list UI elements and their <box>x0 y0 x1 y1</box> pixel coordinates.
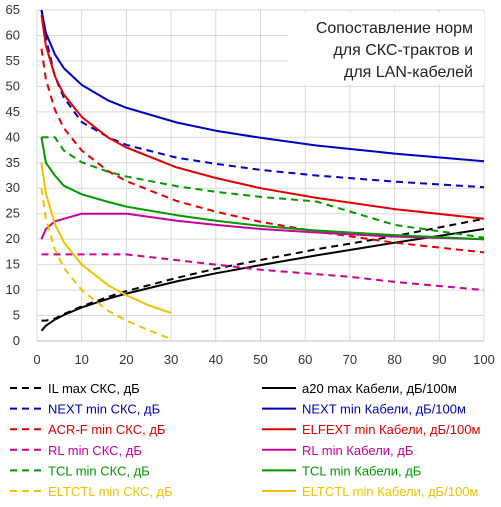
series-line-5 <box>40 14 485 220</box>
legend-label-11: ELTCTL min Кабели, дБ/100м <box>302 484 479 499</box>
x-tick-label: 40 <box>209 352 223 367</box>
y-tick-label: 5 <box>13 308 20 323</box>
series-line-8 <box>41 136 485 239</box>
legend-label-2: NEXT min СКС, дБ <box>48 402 160 417</box>
y-tick-label: 35 <box>6 155 20 170</box>
y-tick-label: 55 <box>6 53 20 68</box>
title-line-1: Сопоставление норм <box>316 20 473 37</box>
legend-label-10: ELTCTL min СКС, дБ <box>48 484 173 499</box>
y-tick-label: 10 <box>6 282 20 297</box>
y-tick-label: 0 <box>13 333 20 348</box>
series-line-6 <box>41 253 485 292</box>
x-tick-label: 50 <box>253 352 267 367</box>
legend-label-3: NEXT min Кабели, дБ/100м <box>302 402 466 417</box>
x-tick-label: 30 <box>164 352 178 367</box>
chart-title: Сопоставление норм для СКС-трактов и для… <box>316 20 473 81</box>
x-tick-label: 70 <box>343 352 357 367</box>
series-line-11 <box>40 162 172 314</box>
legend-label-5: ELFEXT min Кабели, дБ/100м <box>302 422 480 437</box>
x-tick-label: 20 <box>119 352 133 367</box>
x-tick-label: 100 <box>473 352 495 367</box>
x-tick-label: 10 <box>74 352 88 367</box>
legend-label-1: a20 max Кабели, дБ/100м <box>302 381 457 396</box>
legend: IL max СКС, дБ a20 max Кабели, дБ/100м NEX… <box>10 381 480 499</box>
legend-label-6: RL min СКС, дБ <box>48 443 142 458</box>
title-background <box>288 12 484 84</box>
y-tick-label: 20 <box>6 231 20 246</box>
legend-label-8: TCL min СКС, дБ <box>48 463 150 478</box>
legend-label-4: ACR-F min СКС, дБ <box>48 422 165 437</box>
series-line-10 <box>40 188 172 340</box>
y-tick-label: 60 <box>6 27 20 42</box>
series-line-2 <box>40 9 485 189</box>
legend-label-0: IL max СКС, дБ <box>48 381 140 396</box>
series-line-9 <box>40 137 485 241</box>
legend-label-9: TCL min Кабели, дБ <box>302 463 421 478</box>
legend-label-7: RL min Кабели, дБ <box>302 443 413 458</box>
title-line-2: для СКС-трактов и <box>333 42 473 59</box>
y-tick-label: 45 <box>6 104 20 119</box>
y-tick-label: 30 <box>6 180 20 195</box>
series-line-3 <box>40 9 485 163</box>
x-tick-label: 90 <box>432 352 446 367</box>
y-tick-label: 40 <box>6 129 20 144</box>
x-tick-label: 60 <box>298 352 312 367</box>
series-lines <box>40 9 485 340</box>
y-tick-label: 25 <box>6 206 20 221</box>
y-tick-label: 65 <box>6 2 20 17</box>
x-tick-label: 0 <box>33 352 40 367</box>
series-line-1 <box>40 228 485 332</box>
x-tick-label: 80 <box>387 352 401 367</box>
y-tick-label: 15 <box>6 257 20 272</box>
y-tick-label: 50 <box>6 78 20 93</box>
title-line-3: для LAN-кабелей <box>344 64 473 81</box>
axes: 0 5 10 15 20 25 30 35 40 45 50 55 60 65 0 10 20 30 40 50 60 7… <box>6 2 495 367</box>
